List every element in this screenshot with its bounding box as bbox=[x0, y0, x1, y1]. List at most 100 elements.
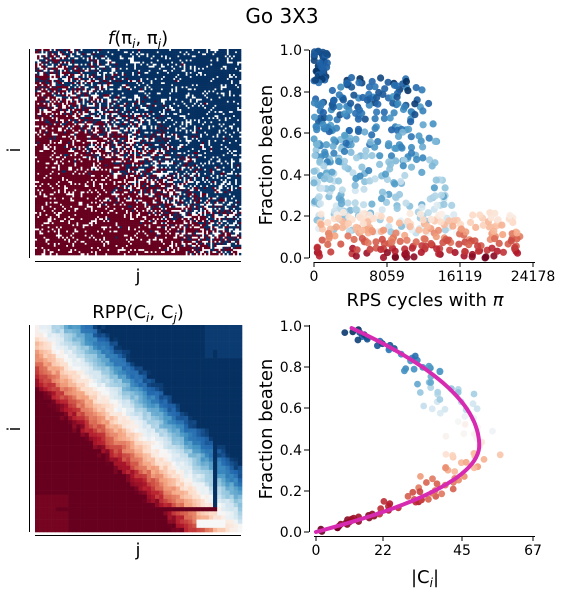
heatmap-f-cell bbox=[131, 65, 135, 68]
heatmap-f-cell bbox=[232, 170, 236, 173]
heatmap-f-cell bbox=[199, 160, 203, 163]
heatmap-f-cell bbox=[109, 104, 112, 107]
heatmap-f-cell bbox=[43, 129, 46, 132]
heatmap-f-cell bbox=[226, 149, 229, 153]
heatmap-f-cell bbox=[142, 166, 145, 169]
heatmap-f-cell bbox=[148, 180, 151, 184]
heatmap-f-cell bbox=[43, 178, 46, 182]
heatmap-f-cell bbox=[152, 106, 155, 110]
heatmap-f-cell bbox=[152, 98, 155, 101]
heatmap-f-cell bbox=[150, 59, 153, 62]
heatmap-f-cell bbox=[80, 127, 83, 130]
heatmap-f-cell bbox=[94, 162, 98, 165]
heatmap-f-cell bbox=[51, 162, 54, 165]
heatmap-f-cell bbox=[224, 51, 227, 54]
heatmap-f-cell bbox=[152, 178, 155, 182]
heatmap-f-cell bbox=[230, 119, 234, 122]
heatmap-f-cell bbox=[148, 184, 151, 188]
heatmap-f-cell bbox=[201, 110, 205, 114]
heatmap-f-cell bbox=[158, 160, 161, 163]
heatmap-f-cell bbox=[156, 145, 159, 149]
heatmap-f-cell bbox=[78, 166, 81, 169]
heatmap-f-cell bbox=[113, 51, 116, 54]
heatmap-f-cell bbox=[109, 77, 112, 81]
heatmap-f-cell bbox=[187, 73, 190, 77]
heatmap-f-cell bbox=[173, 121, 176, 124]
heatmap-f-cell bbox=[39, 164, 42, 167]
heatmap-f-cell bbox=[156, 127, 159, 130]
heatmap-f-cell bbox=[129, 114, 133, 118]
heatmap-f-cell bbox=[51, 139, 54, 142]
heatmap-f-cell bbox=[142, 139, 145, 142]
heatmap-f-cell bbox=[51, 184, 54, 188]
heatmap-f-cell bbox=[238, 125, 242, 128]
heatmap-f-cell bbox=[173, 131, 176, 134]
heatmap-f-cell bbox=[148, 166, 151, 169]
heatmap-f-cell bbox=[203, 123, 207, 126]
heatmap-f-cell bbox=[129, 164, 133, 167]
heatmap-f-cell bbox=[115, 123, 118, 126]
heatmap-f-cell bbox=[49, 96, 52, 99]
heatmap-f-cell bbox=[212, 55, 215, 58]
heatmap-f-cell bbox=[88, 129, 91, 132]
heatmap-f-cell bbox=[201, 96, 205, 99]
heatmap-f-cell bbox=[127, 156, 131, 159]
heatmap-f-cell bbox=[197, 53, 201, 56]
heatmap-f-cell bbox=[170, 86, 174, 89]
heatmap-f-cell bbox=[160, 119, 164, 122]
heatmap-f-cell bbox=[37, 154, 40, 157]
heatmap-f-cell bbox=[170, 114, 174, 118]
heatmap-f-cell bbox=[88, 164, 91, 167]
heatmap-f-cell bbox=[140, 100, 143, 103]
heatmap-f-cell bbox=[236, 88, 240, 91]
heatmap-f-cell bbox=[195, 51, 199, 54]
heatmap-f-cell bbox=[220, 116, 223, 120]
heatmap-f-cell bbox=[222, 131, 225, 134]
heatmap-f-cell bbox=[51, 94, 54, 97]
heatmap-f-cell bbox=[57, 149, 61, 153]
heatmap-f-cell bbox=[117, 141, 120, 145]
heatmap-f-cell bbox=[88, 180, 91, 184]
heatmap-f-cell bbox=[117, 71, 120, 75]
heatmap-f-cell bbox=[70, 110, 73, 114]
heatmap-f-cell bbox=[55, 100, 58, 103]
heatmap-f-cell bbox=[55, 53, 58, 56]
heatmap-f-cell bbox=[208, 182, 211, 186]
heatmap-f-cell bbox=[238, 137, 242, 140]
heatmap-f-cell bbox=[150, 119, 153, 122]
heatmap-f-cell bbox=[70, 156, 73, 159]
heatmap-f-cell bbox=[72, 182, 75, 186]
heatmap-f-cell bbox=[107, 116, 110, 120]
heatmap-f-cell bbox=[117, 125, 120, 128]
heatmap-f-cell bbox=[43, 168, 46, 171]
heatmap-f-cell bbox=[113, 106, 116, 110]
heatmap-f-cell bbox=[181, 108, 184, 112]
heatmap-f-cell bbox=[127, 131, 131, 134]
heatmap-f-cell bbox=[150, 92, 153, 95]
heatmap-f-cell bbox=[164, 123, 168, 126]
heatmap-f-cell bbox=[160, 137, 164, 140]
heatmap-f-cell bbox=[53, 139, 56, 142]
heatmap-f-cell bbox=[70, 73, 73, 77]
heatmap-f-cell bbox=[179, 73, 182, 77]
heatmap-f-cell bbox=[63, 96, 67, 99]
heatmap-f-cell bbox=[45, 106, 48, 110]
heatmap-f-cell bbox=[154, 170, 157, 173]
heatmap-f-cell bbox=[181, 104, 184, 107]
heatmap-f-cell bbox=[92, 141, 96, 145]
heatmap-f-cell bbox=[218, 172, 221, 175]
heatmap-f-cell bbox=[208, 63, 211, 66]
heatmap-f-cell bbox=[102, 67, 106, 70]
heatmap-f-cell bbox=[65, 180, 69, 184]
heatmap-f-cell bbox=[185, 133, 188, 136]
heatmap-f-cell bbox=[212, 184, 215, 188]
heatmap-f-cell bbox=[51, 121, 54, 124]
heatmap-f-cell bbox=[154, 147, 157, 151]
heatmap-f-cell bbox=[191, 110, 194, 114]
heatmap-f-cell bbox=[84, 110, 87, 114]
heatmap-f-cell bbox=[35, 164, 38, 167]
heatmap-f-cell bbox=[232, 180, 236, 184]
heatmap-f-cell bbox=[102, 92, 106, 95]
heatmap-f-cell bbox=[199, 156, 203, 159]
heatmap-f-cell bbox=[191, 100, 194, 103]
